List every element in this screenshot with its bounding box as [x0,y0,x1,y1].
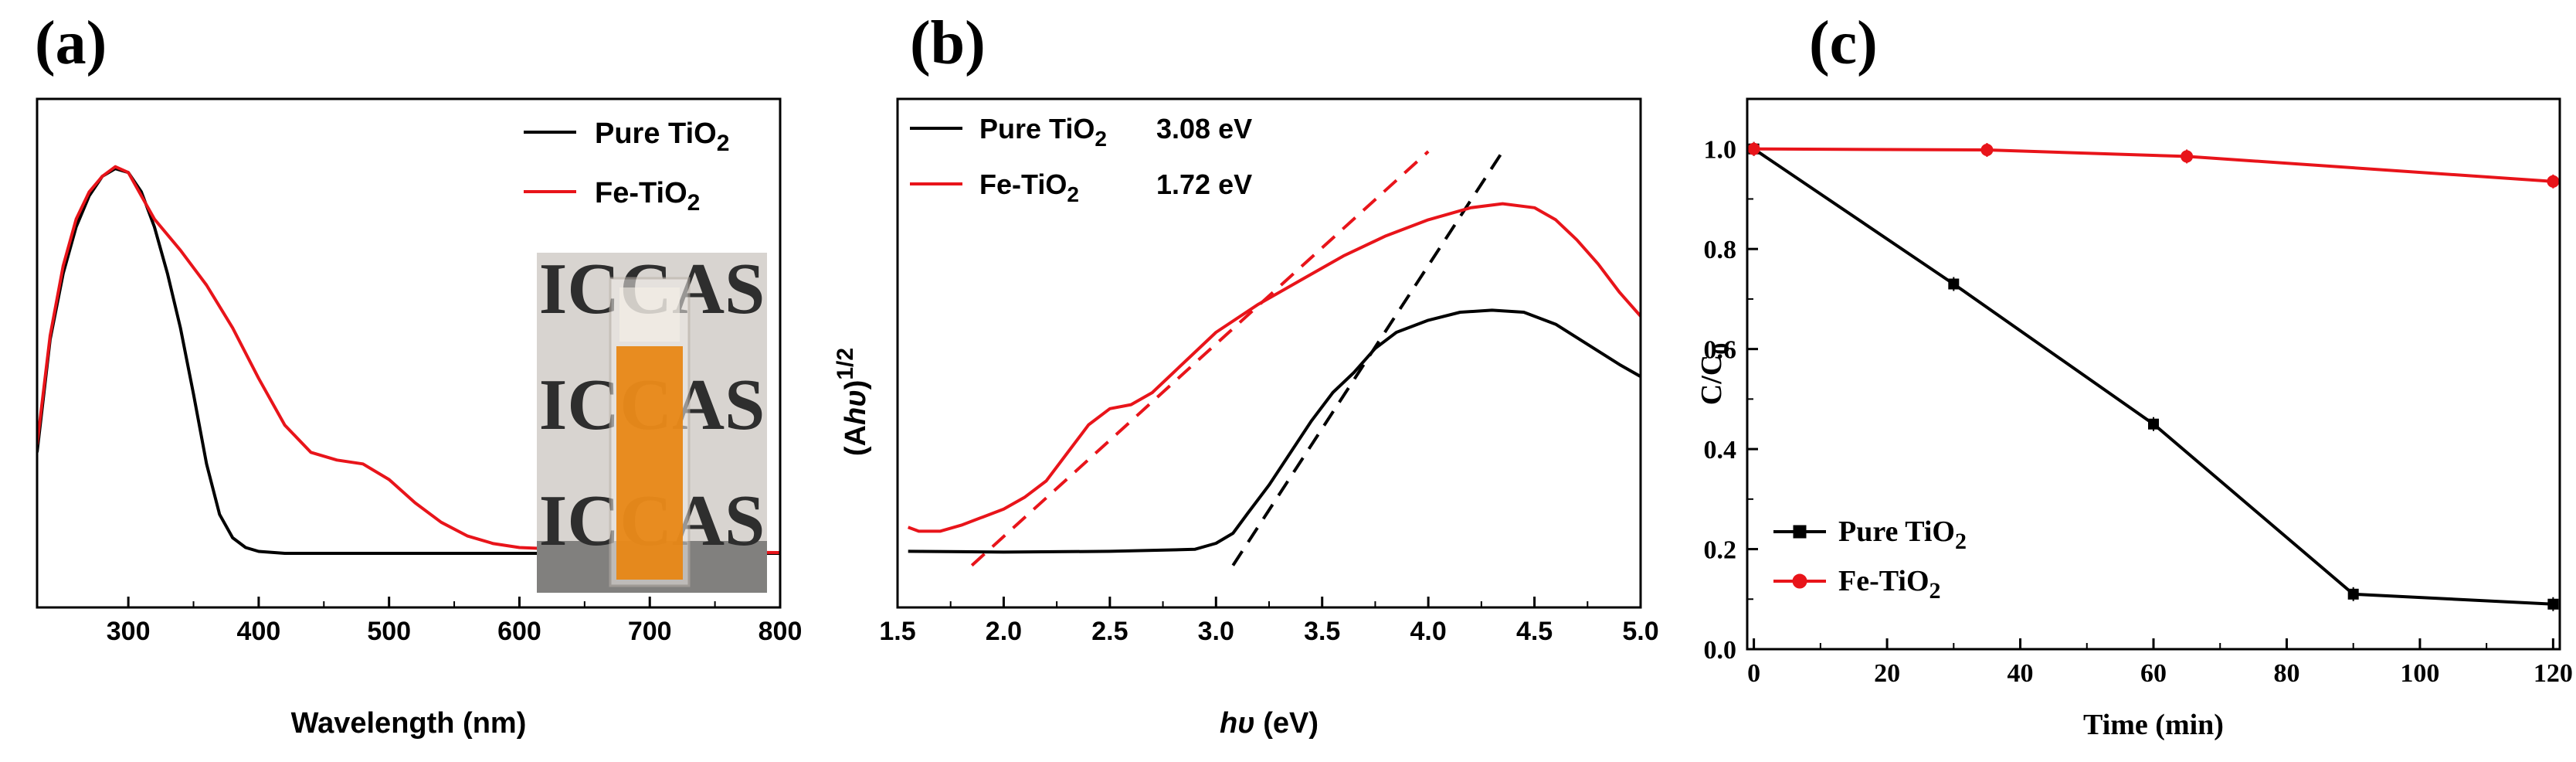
x-axis-label-b: hυ (eV) [1220,707,1319,740]
legend-c-label-pure: Pure TiO2 [1838,515,1967,554]
band-gap-fe: 1.72 eV [1156,168,1252,200]
y-tick-label: 0.4 [1704,436,1737,464]
x-tick-label: 5.0 [1622,617,1658,646]
x-tick-label: 500 [367,617,411,646]
band-gap-pure: 3.08 eV [1156,113,1252,145]
x-tick-label: 4.0 [1410,617,1447,646]
panel-c-label: (c) [1809,9,1878,77]
x-tick-label: 20 [1874,659,1900,688]
tangent-line-fe-tio2 [970,150,1430,567]
series-line-pure-tio2 [908,308,1641,554]
series-line-fe-tio2 [37,165,780,554]
panel-b-frame [896,97,1642,609]
panel-b-label: (b) [910,9,986,77]
y-tick-label: 0.2 [1704,536,1737,565]
cuvette-liquid [616,346,683,580]
panel-a: (a) 300 400 500 600 700 800 ICCAS ICCAS ICCAS… [35,9,802,740]
legend-b-label-pure: Pure TiO2 [979,113,1107,151]
panel-b-plot: 1.5 2.0 2.5 3.0 3.5 4.0 4.5 5.0 [879,150,1659,646]
legend-b-label-fe: Fe-TiO2 [979,168,1079,206]
x-tick-label: 2.0 [986,617,1022,646]
y-axis-label-c: C/C0 [1695,343,1734,405]
x-tick-label: 1.5 [879,617,915,646]
x-tick-label: 60 [2140,659,2167,688]
cuvette-headspace [619,287,680,342]
y-tick-label: 1.0 [1704,136,1737,165]
x-tick-label: 2.5 [1091,617,1128,646]
x-axis-label-c: Time (min) [2083,709,2224,741]
series-line-fe-tio2 [1753,147,2554,183]
x-tick-label: 3.0 [1198,617,1234,646]
y-axis-label-b: (Ahυ)1/2 [833,348,872,456]
x-tick-label: 300 [107,617,151,646]
series-line-pure-tio2 [37,167,780,555]
x-tick-label: 800 [759,617,803,646]
panel-c: (c) 0 20 40 60 80 100 120 0.0 0.2 0.4 0.6 0.8 1.0 Pu… [1695,9,2573,741]
panel-c-plot: 0 20 40 60 80 100 120 0.0 0.2 0.4 0.6 0.8 1.0 [1704,136,2573,688]
legend-a-label-fe: Fe-TiO2 [595,177,700,216]
inset-photo: ICCAS ICCAS ICCAS [537,249,767,593]
x-tick-label: 100 [2400,659,2439,688]
panel-b: (b) 1.5 2.0 2.5 3.0 3.5 4.0 4.5 5.0 Pure TiO2 3… [833,9,1659,740]
x-axis-label-a: Wavelength (nm) [291,707,527,740]
panel-c-frame [1746,97,2561,651]
x-tick-label: 400 [237,617,281,646]
x-tick-label: 40 [2008,659,2034,688]
x-tick-label: 80 [2273,659,2299,688]
y-tick-label: 0.8 [1704,236,1737,264]
series-line-fe-tio2 [907,202,1641,533]
x-tick-label: 4.5 [1516,617,1553,646]
y-tick-label: 0.0 [1704,636,1737,665]
y-tick-label: 0.6 [1704,336,1737,365]
x-tick-label: 600 [497,617,541,646]
panel-a-frame [36,97,782,609]
panel-a-plot: 300 400 500 600 700 800 [37,165,803,646]
legend-c: Pure TiO2 Fe-TiO2 [1773,515,1967,604]
legend-b: Pure TiO2 3.08 eV Fe-TiO2 1.72 eV [910,113,1252,206]
legend-a-label-pure: Pure TiO2 [595,117,729,156]
legend-c-marker-fe [1792,573,1807,589]
panel-a-label: (a) [35,9,107,77]
legend-c-label-fe: Fe-TiO2 [1838,565,1941,604]
x-tick-label: 700 [628,617,672,646]
x-tick-label: 120 [2534,659,2573,688]
x-tick-label: 3.5 [1304,617,1340,646]
x-tick-label: 0 [1747,659,1760,688]
legend-c-marker-pure [1793,525,1807,539]
legend-a: Pure TiO2 Fe-TiO2 [524,117,729,216]
